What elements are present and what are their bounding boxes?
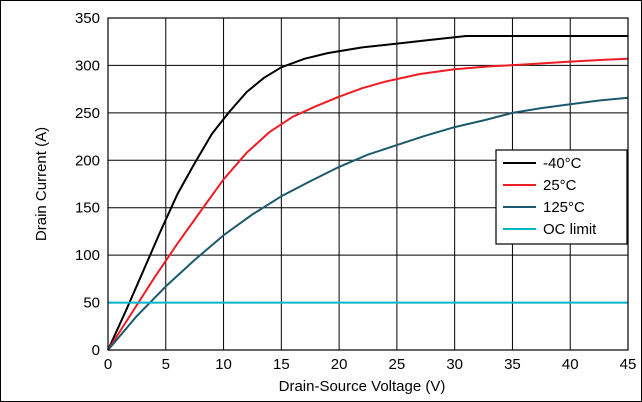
series-line-2 [107,57,629,351]
y-tick-label: 300 [75,57,100,74]
legend-label: OC limit [543,221,597,238]
y-axis-label: Drain Current (A) [33,127,50,241]
y-tick-label: 200 [75,152,100,169]
y-tick-label: 0 [92,342,100,359]
legend-label: 125°C [543,199,585,216]
y-tick-label: 100 [75,247,100,264]
x-tick-label: 25 [389,356,406,373]
x-tick-label: 35 [504,356,521,373]
x-tick-label: 10 [215,356,232,373]
x-tick-label: 20 [331,356,348,373]
plot-border [107,17,629,351]
x-tick-label: 0 [104,356,112,373]
legend-label: -40°C [543,155,582,172]
y-tick-label: 350 [75,10,100,27]
x-axis-label: Drain-Source Voltage (V) [279,378,446,395]
series-line-3 [107,96,629,351]
y-tick-label: 50 [83,295,100,312]
x-tick-label: 45 [620,356,637,373]
series-line-1 [107,35,628,351]
x-tick-label: 40 [562,356,579,373]
x-tick-label: 5 [162,356,170,373]
y-tick-label: 250 [75,105,100,122]
legend-label: 25°C [543,177,577,194]
x-tick-label: 30 [446,356,463,373]
y-tick-label: 150 [75,200,100,217]
x-tick-label: 15 [273,356,290,373]
